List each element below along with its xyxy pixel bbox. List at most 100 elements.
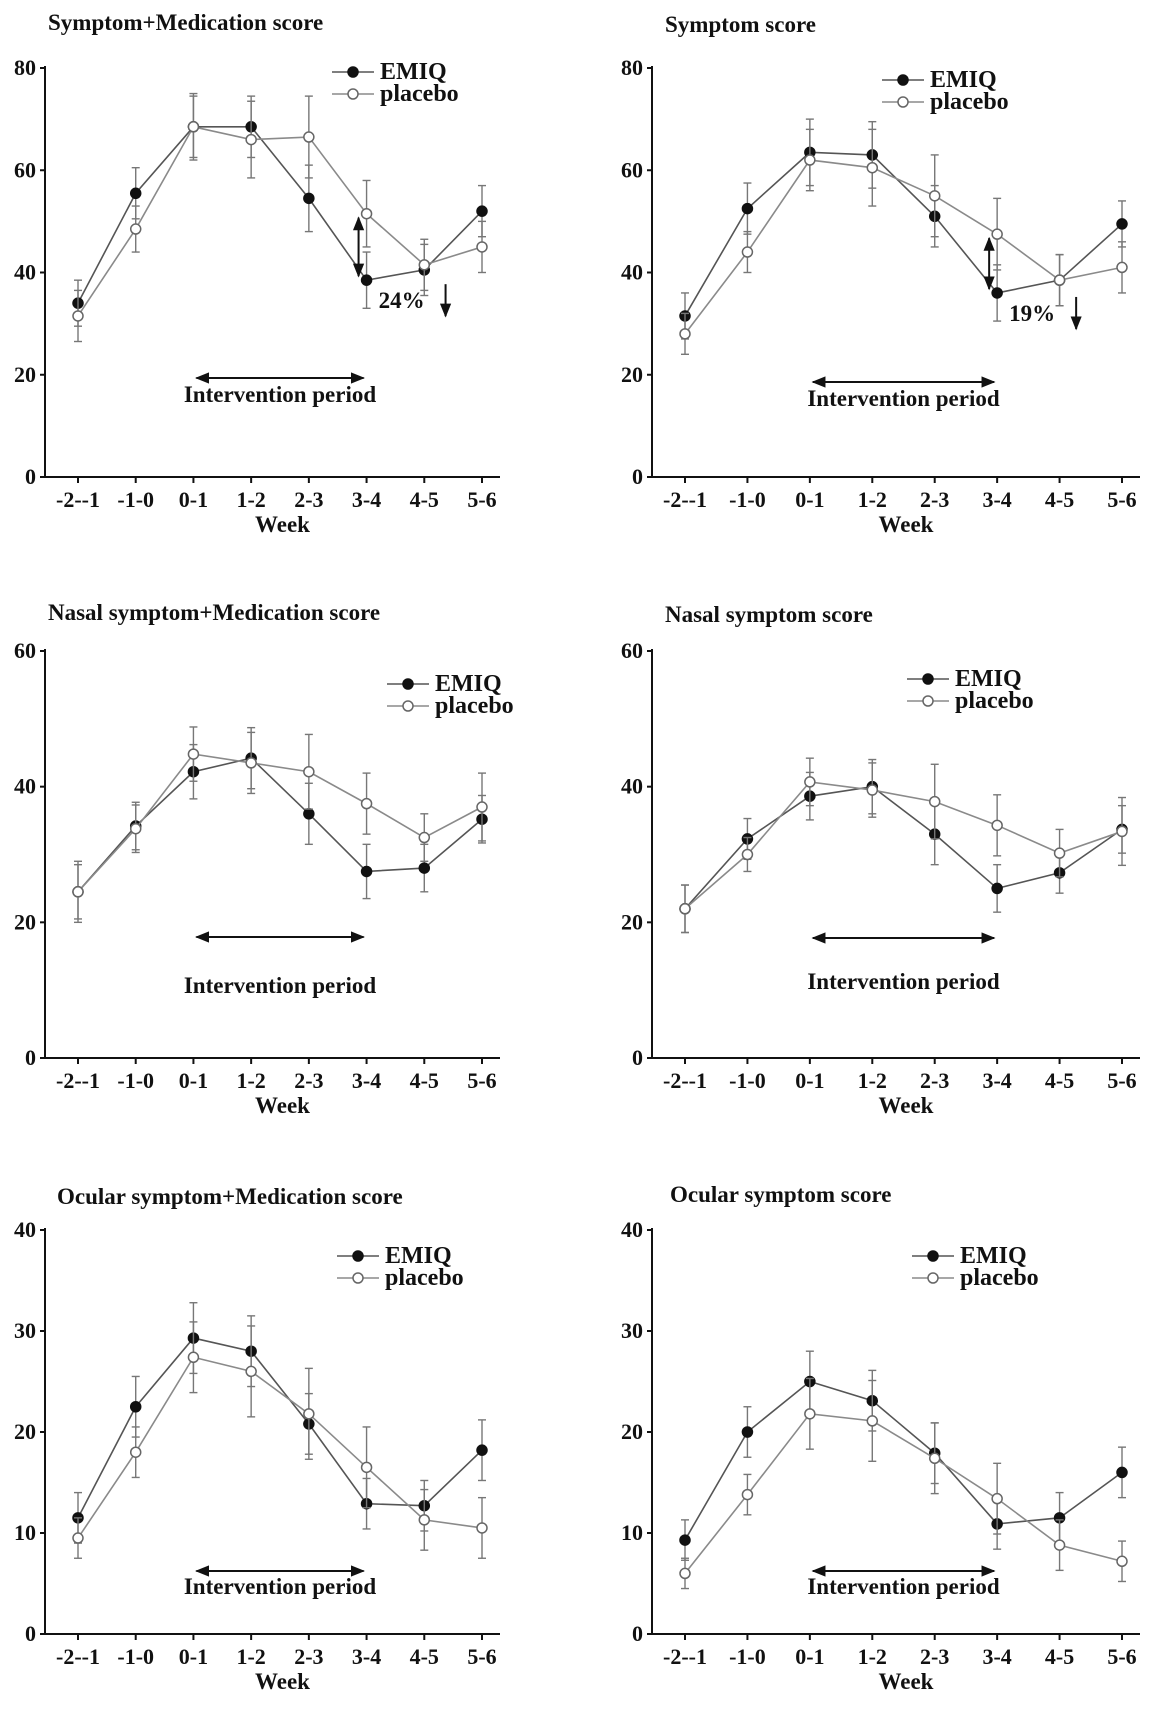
y-tick-label: 0 [632, 1621, 643, 1646]
data-point [303, 808, 315, 820]
data-point [1116, 825, 1128, 838]
x-tick-label: 4-5 [410, 1644, 439, 1669]
legend-marker [402, 678, 414, 690]
legend-marker [897, 96, 909, 108]
x-tick-label: 3-4 [982, 1068, 1011, 1093]
legend-marker [927, 1250, 939, 1262]
y-tick-label: 40 [621, 774, 643, 799]
intervention-label: Intervention period [807, 386, 1000, 411]
data-point [804, 154, 816, 166]
x-tick-label: 5-6 [467, 1644, 496, 1669]
intervention-label: Intervention period [184, 973, 377, 998]
data-point [72, 886, 84, 898]
data-point [679, 1534, 691, 1546]
chart-title: Symptom score [665, 12, 816, 37]
intervention-label: Intervention period [184, 382, 377, 407]
data-point [866, 784, 879, 796]
data-point [1053, 847, 1066, 859]
data-point [991, 1492, 1003, 1505]
legend-marker [352, 1250, 364, 1262]
x-tick-label: -1-0 [729, 487, 766, 512]
x-tick-label: 0-1 [795, 1644, 824, 1669]
data-point [679, 903, 691, 915]
data-point [741, 246, 754, 258]
x-axis-label: Week [879, 1093, 934, 1118]
data-point [360, 797, 373, 810]
series-line-EMIQ [77, 1337, 483, 1519]
data-point [129, 822, 142, 835]
x-tick-label: -1-0 [729, 1644, 766, 1669]
data-point [245, 757, 257, 769]
legend-marker [897, 74, 909, 86]
x-tick-label: -1-0 [117, 1644, 154, 1669]
data-point [129, 187, 142, 200]
legend-label: placebo [435, 693, 514, 719]
x-tick-label: 2-3 [294, 1644, 323, 1669]
data-point [741, 1426, 754, 1438]
data-point [1053, 1539, 1066, 1551]
legend-marker [922, 695, 934, 707]
x-tick-label: 1-2 [236, 1068, 265, 1093]
data-point [476, 1522, 488, 1534]
chart-title: Ocular symptom score [670, 1182, 891, 1207]
y-tick-label: 40 [14, 1217, 36, 1242]
y-tick-label: 60 [14, 638, 36, 663]
legend-label: EMIQ [960, 1243, 1027, 1269]
data-point [866, 1415, 879, 1427]
x-tick-label: 3-4 [352, 1644, 381, 1669]
series-line-placebo [684, 159, 1123, 335]
y-tick-label: 40 [14, 774, 36, 799]
data-point [360, 207, 373, 220]
data-point [804, 776, 816, 788]
legend-label: placebo [960, 1265, 1039, 1291]
chart-panel-4: Nasal symptom score 0 20 40 60 -2--1 -1-0 0-1 1-… [621, 602, 1140, 1118]
y-tick-label: 80 [14, 55, 36, 80]
data-point [418, 862, 431, 874]
data-point [476, 241, 488, 253]
x-tick-label: 1-2 [858, 1644, 887, 1669]
chart-panel-2: Symptom score 0 20 40 60 80 -2--1 -1-0 0-1 1-2 2-3… [621, 12, 1140, 537]
y-tick-label: 60 [14, 157, 36, 182]
x-tick-label: -1-0 [117, 487, 154, 512]
legend-label: placebo [955, 688, 1034, 714]
data-point [418, 1514, 431, 1526]
y-tick-label: 0 [25, 464, 36, 489]
x-axis-label: Week [255, 1669, 310, 1694]
chart-panel-1: Symptom+Medication score 0 20 40 60 80 -2--1 -1… [14, 10, 500, 537]
x-tick-label: 0-1 [179, 1644, 208, 1669]
data-point [360, 274, 373, 286]
data-point [72, 310, 84, 322]
x-tick-label: 2-3 [294, 1068, 323, 1093]
x-tick-label: 5-6 [1107, 1644, 1136, 1669]
reduction-label: 19% [1009, 301, 1055, 326]
data-point [245, 133, 257, 146]
data-point [866, 161, 879, 174]
data-point [418, 831, 431, 844]
data-point [303, 765, 315, 778]
data-point [1116, 1466, 1128, 1479]
x-tick-label: -2--1 [663, 487, 707, 512]
x-axis-label: Week [879, 512, 934, 537]
y-tick-label: 60 [621, 157, 643, 182]
x-tick-label: -2--1 [663, 1644, 707, 1669]
data-point [476, 801, 488, 813]
legend-label: placebo [380, 81, 459, 107]
chart-panel-6: Ocular symptom score 0 10 20 30 40 -2--1 -1-0 0-… [621, 1182, 1140, 1694]
x-tick-label: -2--1 [56, 1068, 100, 1093]
y-tick-label: 0 [25, 1045, 36, 1070]
x-tick-label: 3-4 [982, 1644, 1011, 1669]
y-tick-label: 40 [621, 260, 643, 285]
data-point [1116, 261, 1128, 274]
legend-label: EMIQ [955, 666, 1022, 692]
x-tick-label: 4-5 [1045, 487, 1074, 512]
data-point [187, 1351, 200, 1364]
data-point [741, 202, 754, 215]
data-point [187, 748, 200, 760]
x-tick-label: 4-5 [410, 1068, 439, 1093]
x-tick-label: -1-0 [729, 1068, 766, 1093]
series-line-EMIQ [684, 785, 1123, 910]
legend-marker [352, 1272, 364, 1284]
chart-panel-3: Nasal symptom+Medication score 0 20 40 60 -2-… [14, 600, 514, 1118]
y-tick-label: 20 [621, 1419, 643, 1444]
x-tick-label: 3-4 [352, 1068, 381, 1093]
